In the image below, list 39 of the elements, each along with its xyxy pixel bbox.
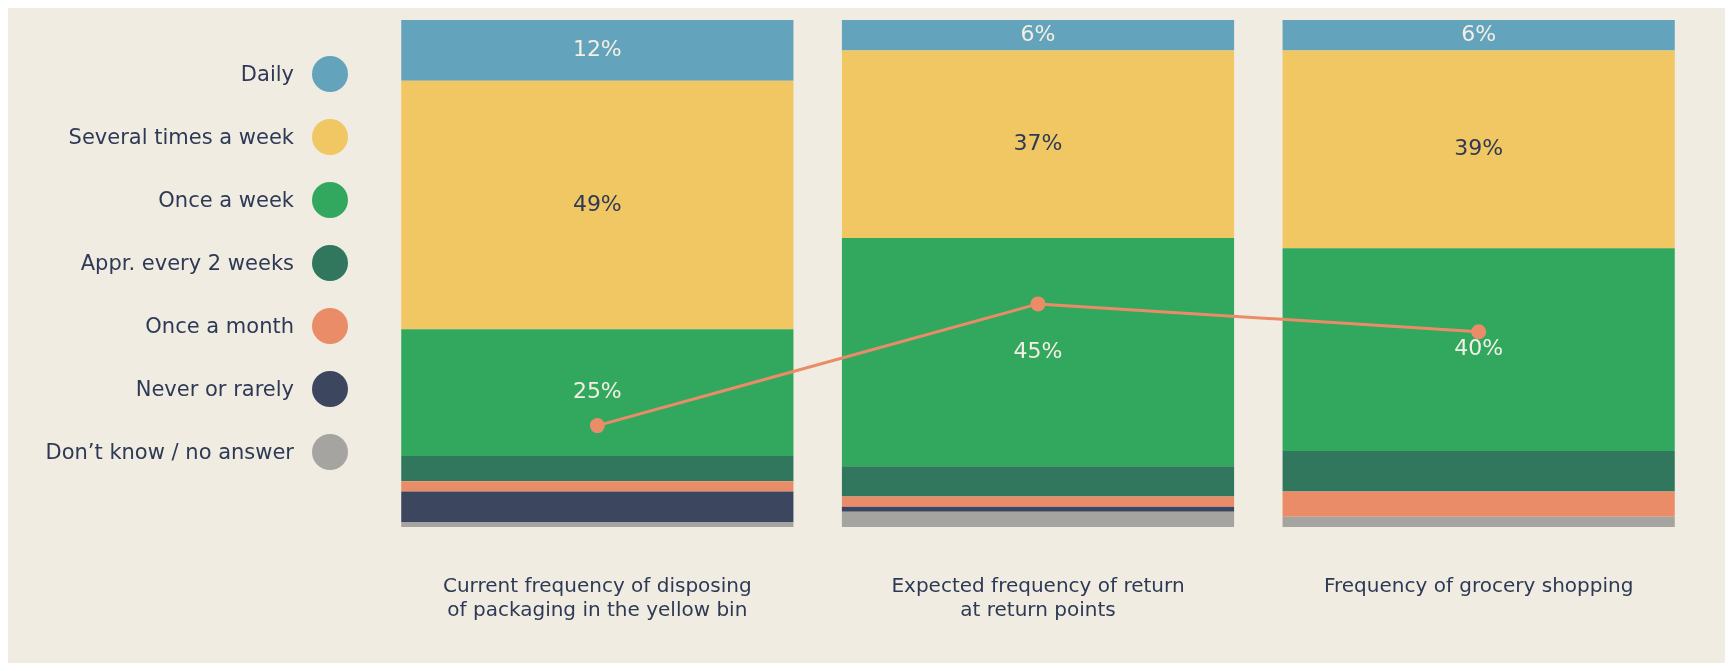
bar (841, 238, 1235, 467)
bar (401, 20, 794, 81)
bar (841, 20, 1235, 51)
bar (841, 50, 1235, 239)
x-tick-label: Expected frequency of return at return points (891, 573, 1185, 622)
legend-label: Don’t know / no answer (45, 440, 294, 464)
bar (1282, 450, 1675, 492)
data-label: 6% (1461, 20, 1497, 46)
data-label: 39% (1454, 135, 1504, 160)
bar (401, 329, 794, 457)
data-label: 45% (1013, 337, 1063, 363)
bar (1282, 248, 1675, 451)
data-label: 40% (1454, 335, 1504, 361)
legend-label: Daily (240, 62, 294, 86)
legend-label: Once a week (158, 188, 294, 212)
legend-label: Several times a week (68, 125, 294, 149)
x-tick-label: Current frequency of disposing of packaging in the yellow bin (442, 573, 752, 622)
bar (1282, 50, 1675, 249)
x-tick-label: Frequency of grocery shopping (1323, 573, 1634, 598)
bar (401, 456, 794, 482)
bar (1282, 516, 1675, 527)
bar (841, 506, 1235, 512)
bar (841, 466, 1235, 497)
data-label: 6% (1020, 20, 1056, 46)
data-label: 49% (572, 190, 622, 216)
legend-label: Once a month (145, 314, 294, 338)
bar (401, 80, 794, 330)
bar (841, 511, 1235, 527)
legend-label: Never or rarely (135, 377, 294, 401)
data-label: 37% (1013, 129, 1063, 155)
bar (401, 521, 794, 527)
bar (1282, 20, 1675, 51)
data-label: 25% (572, 378, 622, 404)
legend-label: Appr. every 2 weeks (80, 251, 294, 275)
bar (841, 496, 1235, 507)
bar (1282, 491, 1675, 517)
bar (401, 491, 794, 522)
bar (401, 481, 794, 492)
data-label: 12% (572, 36, 622, 62)
